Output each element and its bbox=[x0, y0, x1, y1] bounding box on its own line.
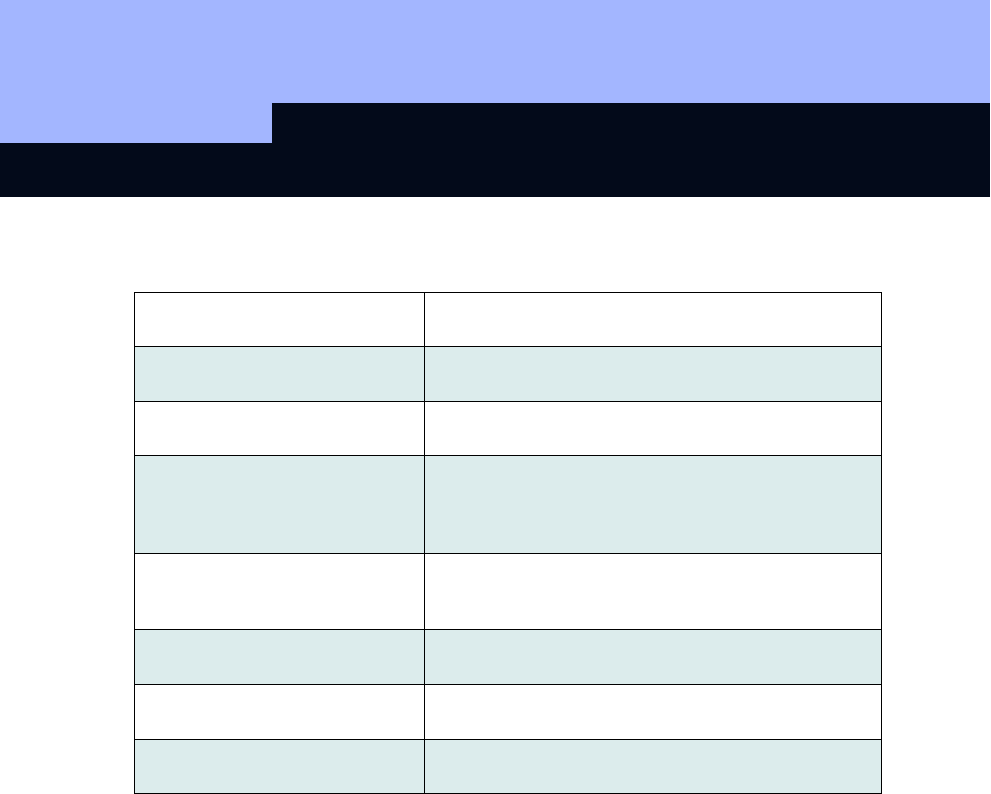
table-row bbox=[134, 346, 882, 402]
table-row bbox=[134, 455, 882, 554]
table-row bbox=[134, 629, 882, 685]
table-row bbox=[134, 292, 882, 347]
table-row bbox=[134, 553, 882, 630]
table bbox=[134, 292, 882, 794]
banner-dark-left bbox=[0, 143, 272, 197]
table-row bbox=[134, 739, 882, 794]
header-banner bbox=[0, 0, 990, 197]
table-row bbox=[134, 684, 882, 740]
banner-dark-right bbox=[272, 103, 990, 197]
table-row bbox=[134, 401, 882, 456]
